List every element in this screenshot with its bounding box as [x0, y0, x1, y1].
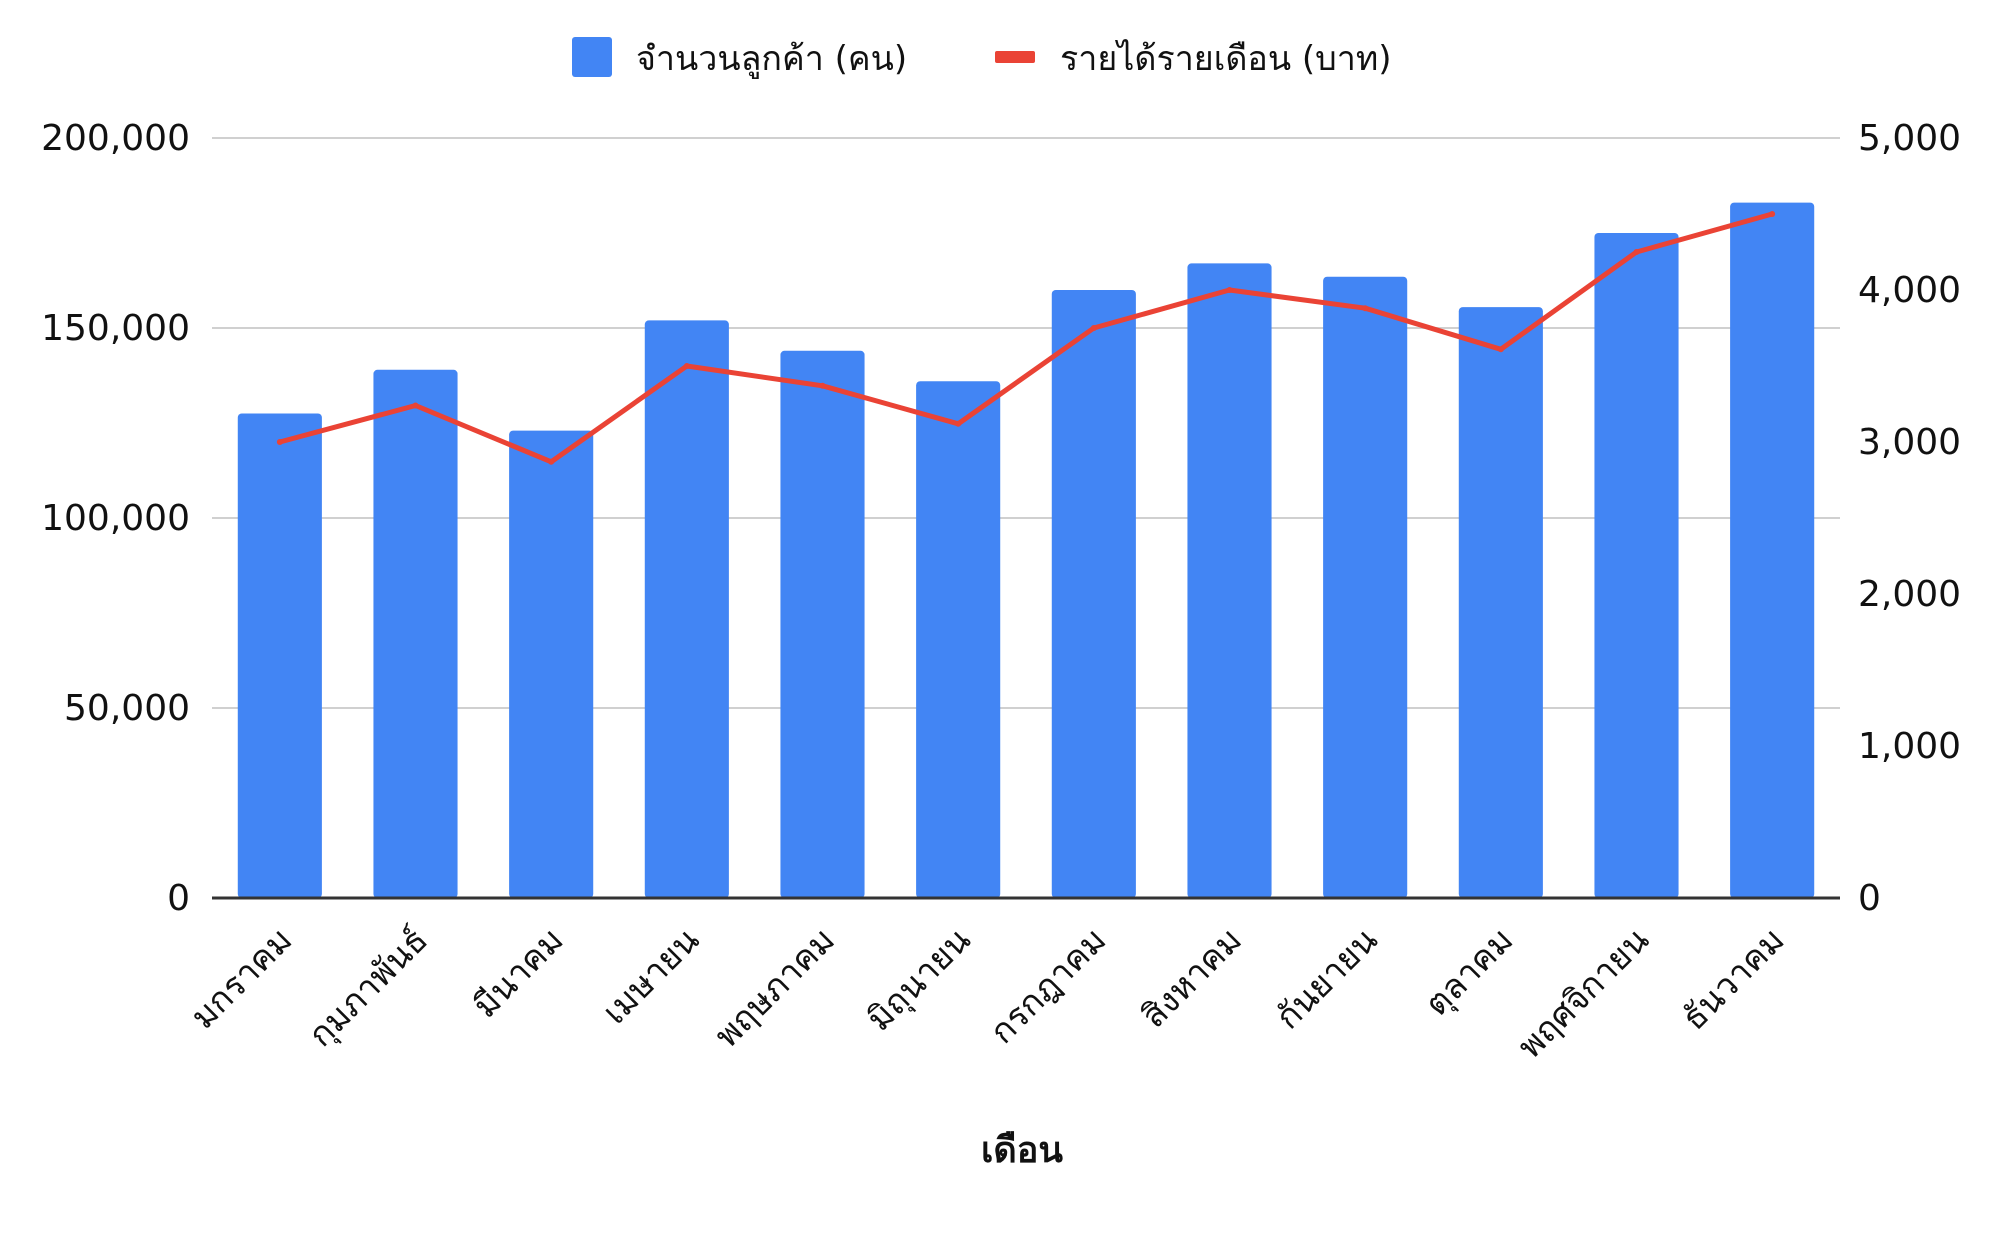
left-y-tick-label: 100,000 [41, 498, 190, 539]
gridlines [212, 137, 1840, 709]
x-category-label: มกราคม [183, 920, 300, 1037]
line-point[interactable] [1769, 211, 1776, 217]
line-point[interactable] [1633, 249, 1640, 255]
x-category-label: มีนาคม [466, 920, 572, 1026]
x-category-label: กรกฎาคม [982, 920, 1114, 1052]
right-y-tick-label: 5,000 [1858, 118, 1961, 159]
right-y-tick-label: 1,000 [1858, 726, 1961, 767]
line-point[interactable] [955, 420, 962, 427]
x-category-label: ตุลาคม [1417, 920, 1521, 1024]
revenue-line[interactable] [277, 211, 1775, 465]
line-point[interactable] [1226, 287, 1233, 293]
x-category-label: สิงหาคม [1134, 920, 1250, 1036]
left-y-tick-label: 0 [167, 878, 190, 919]
line-point[interactable] [412, 402, 419, 409]
right-y-tick-label: 0 [1858, 878, 1881, 919]
bar-series-customers [237, 202, 1815, 899]
bar[interactable] [1187, 263, 1272, 898]
left-y-tick-label: 150,000 [41, 308, 190, 349]
x-category-label: ธันวาคม [1674, 920, 1792, 1038]
legend-item-customers[interactable]: จำนวนลูกค้า (คน) [572, 37, 907, 79]
left-y-tick-label: 200,000 [41, 118, 190, 159]
line-point[interactable] [1497, 346, 1504, 353]
x-category-label: พฤษภาคม [707, 920, 843, 1056]
bar[interactable] [1594, 233, 1679, 898]
right-y-tick-label: 2,000 [1858, 574, 1961, 615]
bar[interactable] [509, 430, 594, 898]
right-y-tick-label: 3,000 [1858, 422, 1961, 463]
bar[interactable] [237, 413, 322, 899]
bar[interactable] [916, 381, 1001, 898]
x-category-label: พฤศจิกายน [1510, 920, 1657, 1067]
x-axis-title: เดือน [981, 1130, 1063, 1171]
line-series-revenue [276, 211, 1776, 465]
x-category-label: มิถุนายน [859, 920, 978, 1039]
legend-label: จำนวนลูกค้า (คน) [636, 39, 907, 79]
legend-swatch-bar-icon [572, 37, 612, 77]
line-point[interactable] [819, 382, 826, 389]
legend-item-revenue[interactable]: รายได้รายเดือน (บาท) [995, 39, 1392, 79]
line-point[interactable] [1362, 305, 1369, 312]
line-point[interactable] [548, 458, 555, 465]
left-y-axis-ticks: 0 50,000 100,000 150,000 200,000 [41, 118, 190, 919]
left-y-tick-label: 50,000 [64, 688, 190, 729]
x-category-label: กุมภาพันธ์ [301, 920, 436, 1055]
bar[interactable] [644, 320, 729, 898]
bar[interactable] [1051, 290, 1136, 898]
bar[interactable] [1730, 202, 1815, 899]
bar[interactable] [1458, 307, 1543, 899]
line-point[interactable] [276, 439, 283, 445]
line-point[interactable] [1090, 325, 1097, 331]
legend-swatch-line-icon [995, 51, 1035, 63]
right-y-axis-ticks: 0 1,000 2,000 3,000 4,000 5,000 [1858, 118, 1961, 919]
right-y-tick-label: 4,000 [1858, 270, 1961, 311]
legend[interactable]: จำนวนลูกค้า (คน) รายได้รายเดือน (บาท) [572, 37, 1392, 79]
x-category-label: เมษายน [595, 920, 707, 1032]
legend-label: รายได้รายเดือน (บาท) [1060, 39, 1392, 79]
x-axis-category-labels: มกราคม กุมภาพันธ์ มีนาคม เมษายน พฤษภาคม มิถุน… [183, 920, 1792, 1067]
line-point[interactable] [683, 363, 690, 369]
bar[interactable] [373, 369, 458, 898]
x-category-label: กันยายน [1268, 920, 1385, 1037]
bar[interactable] [780, 350, 865, 898]
bar[interactable] [1323, 276, 1408, 898]
